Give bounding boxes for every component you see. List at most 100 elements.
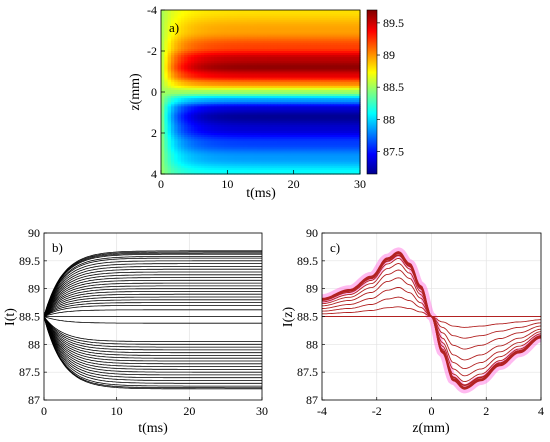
time-series-line: [44, 316, 262, 345]
heatmap-cell: [267, 92, 272, 95]
heatmap-cell: [257, 32, 262, 36]
heatmap-cell: [306, 10, 311, 13]
heatmap-cell: [207, 44, 212, 48]
heatmap-cell: [356, 155, 361, 159]
heatmap-cell: [214, 104, 218, 107]
heatmap-cell: [164, 81, 169, 85]
heatmap-cell: [233, 69, 238, 73]
heatmap-cell: [233, 67, 238, 71]
heatmap-cell: [333, 98, 338, 101]
heatmap-cell: [230, 137, 235, 140]
heatmap-cell: [197, 79, 202, 83]
heatmap-cell: [243, 116, 248, 120]
heatmap-cell: [204, 59, 209, 62]
heatmap-cell: [293, 48, 298, 52]
heatmap-cell: [161, 120, 165, 124]
heatmap-cell: [336, 89, 341, 93]
heatmap-cell: [247, 89, 252, 93]
heatmap-cell: [293, 100, 298, 103]
panel-b-series: [44, 250, 262, 390]
heatmap-cell: [316, 32, 321, 36]
heatmap-cell: [290, 12, 295, 15]
heatmap-cell: [316, 79, 321, 83]
heatmap-cell: [190, 26, 195, 30]
y-tick-label: 89.5: [297, 254, 318, 268]
heatmap-cell: [336, 106, 341, 109]
heatmap-cell: [217, 155, 222, 159]
heatmap-cell: [214, 59, 218, 62]
heatmap-cell: [167, 151, 172, 155]
heatmap-cell: [184, 22, 189, 25]
heatmap-cell: [300, 116, 305, 120]
heatmap-cell: [184, 149, 189, 153]
heatmap-cell: [343, 151, 348, 155]
heatmap-cell: [164, 149, 169, 153]
heatmap-cell: [350, 126, 354, 130]
heatmap-cell: [320, 94, 325, 97]
heatmap-cell: [224, 20, 228, 23]
heatmap-cell: [240, 108, 245, 112]
heatmap-cell: [220, 145, 225, 148]
heatmap-cell: [326, 118, 331, 122]
heatmap-cell: [270, 75, 275, 79]
heatmap-cell: [346, 77, 351, 81]
heatmap-cell: [316, 96, 321, 99]
heatmap-cell: [356, 16, 361, 19]
heatmap-cell: [210, 147, 215, 150]
heatmap-cell: [346, 108, 351, 112]
heatmap-cell: [243, 112, 248, 116]
heatmap-cell: [323, 161, 328, 165]
heatmap-cell: [217, 61, 222, 64]
heatmap-cell: [303, 79, 308, 83]
heatmap-cell: [243, 63, 248, 66]
heatmap-cell: [293, 167, 298, 171]
heatmap-cell: [330, 77, 335, 81]
heatmap-cell: [233, 87, 238, 91]
heatmap-cell: [243, 55, 248, 58]
heatmap-cell: [293, 55, 298, 58]
heatmap-cell: [343, 92, 348, 95]
heatmap-cell: [287, 20, 291, 23]
heatmap-cell: [356, 94, 361, 97]
heatmap-cell: [353, 61, 358, 64]
heatmap-cell: [174, 163, 179, 167]
heatmap-cell: [164, 145, 169, 148]
heatmap-cell: [303, 51, 308, 54]
heatmap-cell: [200, 32, 205, 36]
heatmap-cell: [180, 98, 185, 101]
heatmap-cell: [353, 67, 358, 71]
heatmap-cell: [230, 155, 235, 159]
heatmap-cell: [273, 14, 278, 17]
heatmap-cell: [353, 133, 358, 136]
heatmap-cell: [214, 128, 218, 132]
heatmap-cell: [164, 137, 169, 140]
heatmap-cell: [161, 147, 165, 150]
heatmap-cell: [340, 22, 345, 25]
heatmap-cell: [333, 147, 338, 150]
heatmap-cell: [283, 100, 288, 103]
heatmap-cell: [303, 34, 308, 38]
heatmap-cell: [306, 81, 311, 85]
heatmap-cell: [293, 159, 298, 163]
heatmap-cell: [237, 104, 242, 107]
heatmap-cell: [247, 151, 252, 155]
heatmap-cell: [161, 73, 165, 77]
x-tick-label: 0: [41, 404, 47, 418]
heatmap-cell: [293, 118, 298, 122]
heatmap-cell: [220, 20, 225, 23]
heatmap-cell: [336, 36, 341, 40]
heatmap-cell: [214, 100, 218, 103]
heatmap-cell: [210, 141, 215, 144]
heatmap-cell: [210, 51, 215, 54]
heatmap-cell: [277, 65, 281, 68]
heatmap-cell: [220, 159, 225, 163]
heatmap-cell: [164, 12, 169, 15]
heatmap-cell: [283, 128, 288, 132]
heatmap-cell: [306, 106, 311, 109]
heatmap-cell: [310, 26, 315, 30]
heatmap-cell: [353, 77, 358, 81]
heatmap-cell: [310, 65, 315, 68]
heatmap-cell: [200, 67, 205, 71]
heatmap-cell: [190, 63, 195, 66]
heatmap-cell: [340, 108, 345, 112]
